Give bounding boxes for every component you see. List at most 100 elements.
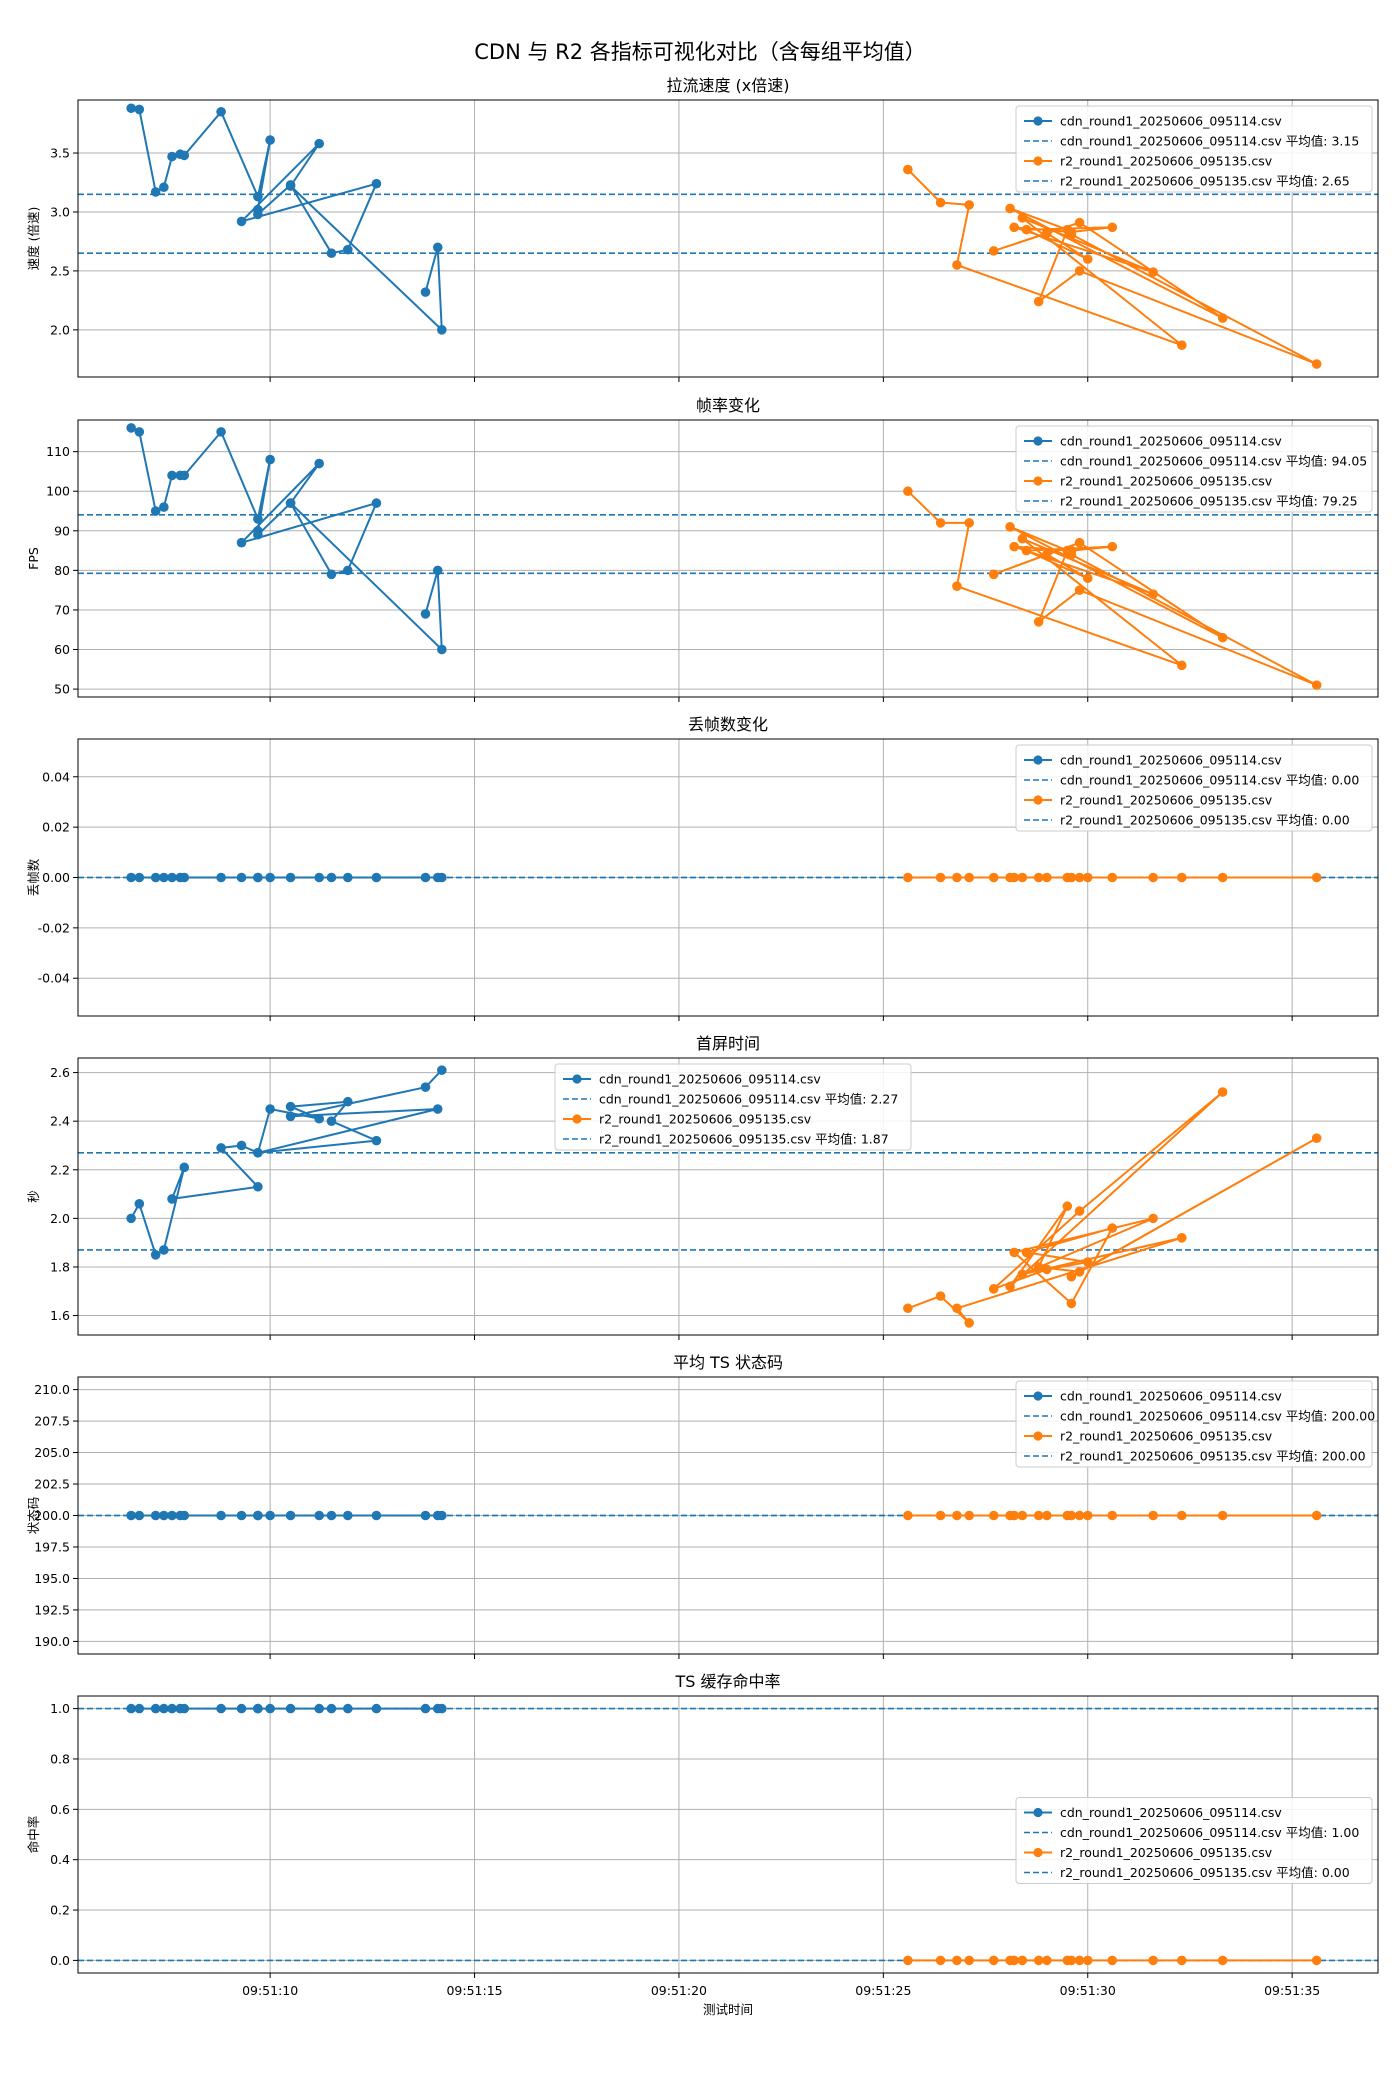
data-point-cdn <box>343 1703 353 1714</box>
legend-box <box>1015 744 1373 832</box>
data-point-cdn <box>265 1510 275 1521</box>
data-point-r2 <box>988 1510 999 1521</box>
data-point-r2 <box>1066 229 1077 240</box>
data-point-r2 <box>1107 1223 1118 1233</box>
data-point-r2 <box>935 197 946 208</box>
data-point-cdn <box>432 565 443 576</box>
legend-entry: r2_round1_20250606_095135.csv 平均值: 2.65 <box>1060 174 1350 189</box>
data-point-cdn <box>326 569 337 580</box>
data-point-cdn <box>216 872 226 883</box>
y-tick-label: 0.6 <box>50 1802 70 1817</box>
data-point-cdn <box>216 1510 226 1521</box>
data-point-cdn <box>420 1703 431 1714</box>
legend-entry: cdn_round1_20250606_095114.csv <box>1060 114 1282 129</box>
data-point-cdn <box>285 1703 296 1714</box>
data-point-r2 <box>1311 359 1322 369</box>
data-point-r2 <box>1033 617 1044 627</box>
legend-entry: cdn_round1_20250606_095114.csv 平均值: 200.… <box>1060 1409 1375 1424</box>
data-point-cdn <box>179 470 190 481</box>
data-point-r2 <box>952 260 962 270</box>
legend-entry: r2_round1_20250606_095135.csv <box>599 1112 812 1127</box>
legend-box <box>1015 105 1373 193</box>
data-point-r2 <box>935 1510 946 1521</box>
data-point-r2 <box>964 872 974 883</box>
data-point-cdn <box>167 872 177 883</box>
data-point-r2 <box>1009 1510 1019 1521</box>
data-point-r2 <box>1107 872 1118 883</box>
data-point-cdn <box>314 458 324 469</box>
legend-entry: r2_round1_20250606_095135.csv <box>1060 474 1273 489</box>
data-point-cdn <box>236 216 247 227</box>
data-point-cdn <box>159 182 169 193</box>
legend-entry: r2_round1_20250606_095135.csv <box>1060 154 1273 169</box>
data-point-r2 <box>1066 549 1077 560</box>
data-point-cdn <box>159 502 169 512</box>
data-point-r2 <box>1176 660 1187 671</box>
y-axis-label: 命中率 <box>26 1816 41 1854</box>
data-point-cdn <box>236 1140 247 1151</box>
data-point-r2 <box>1074 537 1085 548</box>
data-point-r2 <box>1017 213 1028 223</box>
data-point-r2 <box>1311 1955 1322 1966</box>
legend-entry: r2_round1_20250606_095135.csv 平均值: 200.0… <box>1060 1449 1366 1464</box>
data-point-cdn <box>167 470 177 481</box>
data-point-cdn <box>285 1101 296 1112</box>
data-point-cdn <box>236 1703 247 1714</box>
legend-entry: cdn_round1_20250606_095114.csv <box>599 1072 821 1087</box>
data-point-cdn <box>371 1510 382 1521</box>
data-point-cdn <box>236 872 247 883</box>
x-tick-label: 09:51:20 <box>651 1983 707 1998</box>
data-point-r2 <box>903 1955 913 1966</box>
legend-entry: cdn_round1_20250606_095114.csv 平均值: 94.0… <box>1060 454 1367 469</box>
data-point-r2 <box>1217 1955 1228 1966</box>
legend-swatch-marker <box>1033 156 1043 166</box>
legend: cdn_round1_20250606_095114.csv cdn_round1… <box>1015 425 1373 513</box>
y-tick-label: 0.2 <box>50 1903 70 1918</box>
data-point-r2 <box>1074 1267 1085 1277</box>
axes-frame <box>77 1695 1379 1974</box>
chart-panel-5: 平均 TS 状态码 190.0 192.5 195.0 197.5 200.0 202.5 2… <box>26 1353 1379 1659</box>
data-point-cdn <box>253 872 263 883</box>
data-point-r2 <box>988 872 999 883</box>
data-point-r2 <box>1066 1298 1077 1309</box>
legend-swatch-marker <box>572 1114 582 1124</box>
y-tick-label: 50 <box>54 682 70 697</box>
legend-entry: r2_round1_20250606_095135.csv 平均值: 0.00 <box>1060 1865 1350 1880</box>
legend-entry: cdn_round1_20250606_095114.csv 平均值: 1.00 <box>1060 1825 1359 1840</box>
data-point-cdn <box>437 644 447 655</box>
data-point-r2 <box>903 1303 913 1314</box>
legend-entry: r2_round1_20250606_095135.csv <box>1060 1845 1273 1860</box>
data-point-cdn <box>150 1250 161 1260</box>
legend-swatch-marker <box>1033 116 1043 126</box>
axes-frame <box>77 1376 1379 1655</box>
data-point-r2 <box>903 486 913 497</box>
y-tick-label: 3.5 <box>50 146 70 161</box>
data-point-cdn <box>285 1510 296 1521</box>
y-tick-label: 80 <box>54 563 70 578</box>
legend-swatch-marker <box>1033 476 1043 486</box>
data-point-r2 <box>1082 872 1093 883</box>
data-point-r2 <box>1066 872 1077 883</box>
data-point-r2 <box>1066 1510 1077 1521</box>
data-point-r2 <box>1148 1213 1158 1224</box>
data-point-r2 <box>1066 1955 1077 1966</box>
data-point-r2 <box>1176 1233 1187 1243</box>
data-point-r2 <box>1148 1955 1158 1966</box>
y-tick-label: 60 <box>54 642 70 657</box>
y-tick-label: 2.0 <box>50 322 70 337</box>
data-point-cdn <box>179 1162 190 1173</box>
data-point-r2 <box>1005 203 1015 214</box>
legend-entry: cdn_round1_20250606_095114.csv 平均值: 0.00 <box>1060 773 1359 788</box>
data-point-cdn <box>326 1703 337 1714</box>
data-point-cdn <box>343 1096 353 1107</box>
data-point-cdn <box>314 1703 324 1714</box>
data-point-cdn <box>343 565 353 576</box>
series-line-cdn <box>130 427 443 651</box>
data-point-r2 <box>1074 217 1085 228</box>
legend-swatch-marker <box>1033 1807 1043 1818</box>
data-point-r2 <box>1148 589 1158 599</box>
y-tick-label: 70 <box>54 602 70 617</box>
y-tick-label: 200.0 <box>34 1508 70 1523</box>
legend-swatch-marker <box>1033 1847 1043 1858</box>
data-point-cdn <box>167 1510 177 1521</box>
